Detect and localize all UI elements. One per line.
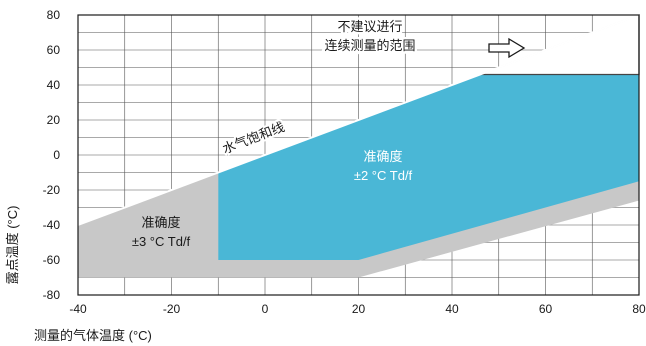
y-axis-label: 露点温度 (°C) (5, 206, 20, 285)
x-tick-label: -20 (163, 302, 181, 316)
y-tick-label: 40 (47, 78, 61, 92)
x-tick-label: 80 (632, 302, 646, 316)
y-tick-label: 80 (47, 8, 61, 22)
y-tick-label: 20 (47, 113, 61, 127)
region-label-line: 不建议进行 (337, 19, 402, 34)
region-label-line: 准确度 (363, 149, 402, 164)
y-tick-label: -40 (43, 218, 61, 232)
saturation-line (77, 14, 640, 226)
x-tick-label: 0 (262, 302, 269, 316)
x-tick-label: 20 (352, 302, 366, 316)
y-tick-label: 60 (47, 43, 61, 57)
tick-labels: -40 -20 0 20 40 60 80 80 60 40 20 0 -20 -40 -60 -80 (43, 8, 646, 316)
y-tick-label: -20 (43, 183, 61, 197)
plot-frame (77, 14, 640, 296)
x-tick-label: -40 (69, 302, 87, 316)
region-label-line: 准确度 (141, 215, 180, 230)
x-axis-label: 测量的气体温度 (°C) (34, 328, 152, 343)
region-accuracy-2 (218, 74, 640, 260)
y-tick-label: -60 (43, 253, 61, 267)
region-label-line: ±2 °C Td/f (354, 168, 413, 183)
arrow-right-icon (488, 37, 526, 59)
x-tick-label: 60 (539, 302, 553, 316)
x-tick-label: 40 (445, 302, 459, 316)
region-label-line: 连续测量的范围 (324, 38, 415, 53)
plot-border (77, 14, 640, 296)
y-tick-label: -80 (43, 288, 61, 302)
y-tick-label: 0 (53, 148, 60, 162)
region-label-line: ±3 °C Td/f (132, 234, 191, 249)
